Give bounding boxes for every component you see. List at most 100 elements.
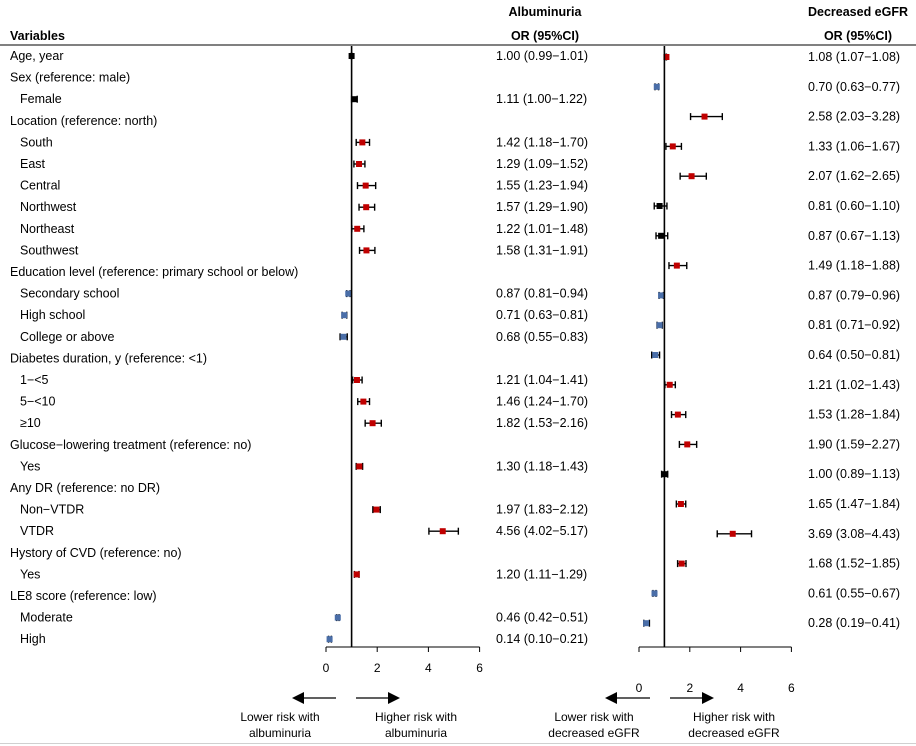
egfr-point	[669, 143, 676, 150]
albuminuria-point	[345, 290, 352, 297]
egfr-or-text: 0.81 (0.71−0.92)	[808, 318, 900, 332]
row-label: High school	[20, 308, 85, 322]
albuminuria-x-tick-label: 0	[323, 661, 330, 675]
egfr-x-tick-label: 0	[636, 681, 643, 695]
egfr-or-text: 2.07 (1.62−2.65)	[808, 169, 900, 183]
row-label: Moderate	[20, 611, 73, 625]
albuminuria-point	[353, 377, 360, 383]
egfr-point	[673, 262, 680, 269]
egfr-or-text: 1.68 (1.52−1.85)	[808, 557, 900, 571]
row-label: 1−<5	[20, 373, 49, 387]
egfr-point	[656, 322, 663, 329]
albuminuria-or-text: 1.00 (0.99−1.01)	[496, 49, 588, 63]
albuminuria-or-text: 1.29 (1.09−1.52)	[496, 157, 588, 171]
row-label: Education level (reference: primary scho…	[10, 265, 298, 279]
egfr-point	[663, 54, 670, 60]
row-label: East	[20, 157, 46, 171]
row-label: Any DR (reference: no DR)	[10, 481, 160, 495]
albuminuria-or-text: 1.82 (1.53−2.16)	[496, 416, 588, 430]
albuminuria-panel: 0 2 4 6	[323, 46, 483, 675]
albuminuria-point	[363, 247, 370, 254]
header-egfr-or: OR (95%CI)	[824, 29, 892, 43]
row-label: College or above	[20, 330, 115, 344]
egfr-or-text: 1.49 (1.18−1.88)	[808, 259, 900, 273]
row-label: Central	[20, 179, 60, 193]
albuminuria-or-text: 0.71 (0.63−0.81)	[496, 308, 588, 322]
egfr-point	[658, 232, 665, 239]
egfr-higher-caption-1: Higher risk with	[693, 710, 775, 724]
egfr-lower-caption-1: Lower risk with	[554, 710, 633, 724]
egfr-or-text: 0.81 (0.60−1.10)	[808, 199, 900, 213]
egfr-point	[729, 530, 736, 537]
albuminuria-point	[363, 204, 370, 211]
row-label: Yes	[20, 567, 40, 581]
egfr-higher-arrowhead	[702, 692, 714, 704]
egfr-or-text: 1.65 (1.47−1.84)	[808, 497, 900, 511]
albuminuria-or-text: 1.11 (1.00−1.22)	[496, 92, 587, 106]
egfr-or-text: 1.53 (1.28−1.84)	[808, 408, 900, 422]
row-label: Sex (reference: male)	[10, 71, 130, 85]
egfr-point	[651, 590, 658, 597]
rows-layer: Age, year 1.00 (0.99−1.01) Sex (reference:…	[10, 49, 588, 646]
row-label: ≥10	[20, 416, 41, 430]
alb-higher-arrowhead	[388, 692, 400, 704]
albuminuria-x-tick-label: 4	[425, 661, 432, 675]
row-label: Secondary school	[20, 287, 119, 301]
egfr-point	[643, 620, 650, 627]
albuminuria-point	[439, 528, 446, 535]
albuminuria-or-text: 1.55 (1.23−1.94)	[496, 179, 588, 193]
egfr-lower-arrowhead	[605, 692, 617, 704]
egfr-lower-caption-2: decreased eGFR	[548, 726, 640, 740]
albuminuria-point	[353, 571, 360, 578]
row-label: Non−VTDR	[20, 503, 84, 517]
alb-higher-caption-2: albuminuria	[385, 726, 447, 740]
egfr-point	[678, 560, 685, 567]
egfr-or-text: 0.64 (0.50−0.81)	[808, 348, 900, 362]
egfr-point	[656, 203, 663, 209]
albuminuria-direction-legend: Lower risk with albuminuria Higher risk …	[240, 692, 457, 740]
egfr-point	[701, 113, 708, 120]
row-label: Location (reference: north)	[10, 114, 157, 128]
row-label: Age, year	[10, 49, 64, 63]
albuminuria-or-text: 1.20 (1.11−1.29)	[496, 567, 587, 581]
albuminuria-point	[326, 636, 333, 643]
egfr-higher-caption-2: decreased eGFR	[688, 726, 780, 740]
header-variables: Variables	[10, 29, 65, 43]
albuminuria-point	[359, 139, 366, 146]
row-label: 5−<10	[20, 395, 56, 409]
egfr-point	[674, 411, 681, 418]
albuminuria-or-text: 1.42 (1.18−1.70)	[496, 135, 588, 149]
albuminuria-or-text: 1.58 (1.31−1.91)	[496, 243, 588, 257]
albuminuria-or-text: 1.57 (1.29−1.90)	[496, 200, 588, 214]
egfr-or-text: 0.70 (0.63−0.77)	[808, 80, 900, 94]
albuminuria-or-text: 0.46 (0.42−0.51)	[496, 611, 588, 625]
egfr-or-text: 1.08 (1.07−1.08)	[808, 50, 900, 64]
albuminuria-point	[340, 333, 347, 340]
egfr-x-tick-label: 2	[686, 681, 693, 695]
egfr-or-text: 0.61 (0.55−0.67)	[808, 586, 900, 600]
albuminuria-point	[334, 614, 341, 621]
egfr-point	[688, 173, 695, 180]
albuminuria-x-tick-label: 2	[374, 661, 381, 675]
egfr-direction-legend: Lower risk with decreased eGFR Higher ri…	[548, 692, 780, 740]
albuminuria-point	[356, 161, 363, 167]
egfr-or-text: 0.28 (0.19−0.41)	[808, 616, 900, 630]
egfr-x-tick-label: 4	[737, 681, 744, 695]
albuminuria-or-text: 0.68 (0.55−0.83)	[496, 330, 588, 344]
albuminuria-point	[362, 182, 369, 189]
row-label: VTDR	[20, 524, 54, 538]
albuminuria-or-text: 1.22 (1.01−1.48)	[496, 222, 588, 236]
egfr-point	[653, 83, 660, 90]
egfr-or-text: 0.87 (0.79−0.96)	[808, 288, 900, 302]
egfr-or-text: 0.87 (0.67−1.13)	[808, 229, 900, 243]
albuminuria-or-text: 1.97 (1.83−2.12)	[496, 503, 588, 517]
egfr-or-text: 1.33 (1.06−1.67)	[808, 139, 900, 153]
albuminuria-or-text: 4.56 (4.02−5.17)	[496, 524, 588, 538]
egfr-point	[666, 381, 673, 388]
alb-lower-arrowhead	[292, 692, 304, 704]
alb-lower-caption-2: albuminuria	[249, 726, 311, 740]
row-label: Yes	[20, 459, 40, 473]
row-label: LE8 score (reference: low)	[10, 589, 157, 603]
row-label: Diabetes duration, y (reference: <1)	[10, 351, 207, 365]
egfr-point	[652, 352, 659, 358]
